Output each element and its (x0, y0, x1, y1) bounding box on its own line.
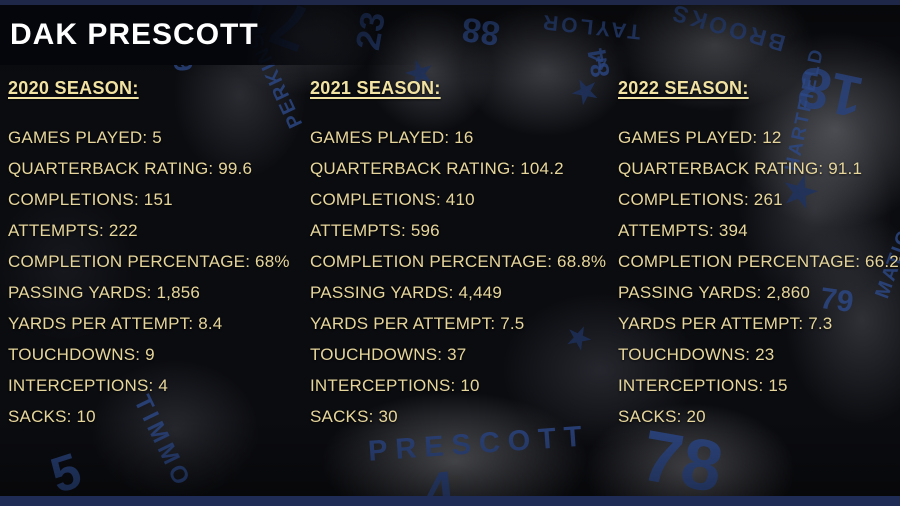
season-stats-2021: GAMES PLAYED: 16 QUARTERBACK RATING: 104… (310, 129, 610, 425)
stat-line: ATTEMPTS: 394 (618, 221, 748, 240)
title-backdrop (0, 5, 420, 65)
stat-line: COMPLETIONS: 151 (8, 190, 173, 209)
stat-line: QUARTERBACK RATING: 91.1 (618, 159, 863, 178)
stat-line: PASSING YARDS: 1,856 (8, 283, 201, 302)
stat-line: TOUCHDOWNS: 9 (8, 345, 155, 364)
stat-line: COMPLETION PERCENTAGE: 68% (8, 252, 290, 271)
stat-line: ATTEMPTS: 222 (8, 221, 138, 240)
stat-line: COMPLETION PERCENTAGE: 68.8% (310, 252, 607, 271)
stat-line: QUARTERBACK RATING: 99.6 (8, 159, 253, 178)
stat-line: SACKS: 30 (310, 407, 398, 426)
top-frame-strip (0, 0, 900, 5)
stat-line: INTERCEPTIONS: 15 (618, 376, 788, 395)
page-title: DAK PRESCOTT (10, 18, 259, 51)
season-heading-2022: 2022 SEASON: (618, 78, 749, 98)
season-column-2020: 2020 SEASON: GAMES PLAYED: 5 QUARTERBACK… (8, 78, 308, 439)
season-column-2021: 2021 SEASON: GAMES PLAYED: 16 QUARTERBAC… (310, 78, 610, 439)
stat-line: INTERCEPTIONS: 4 (8, 376, 169, 395)
stat-line: TOUCHDOWNS: 23 (618, 345, 775, 364)
stat-line: YARDS PER ATTEMPT: 8.4 (8, 314, 223, 333)
bottom-frame-strip (0, 496, 900, 506)
season-column-2022: 2022 SEASON: GAMES PLAYED: 12 QUARTERBAC… (618, 78, 900, 439)
stat-line: GAMES PLAYED: 12 (618, 128, 782, 147)
stat-line: ATTEMPTS: 596 (310, 221, 440, 240)
season-heading-2021: 2021 SEASON: (310, 78, 441, 98)
stat-line: YARDS PER ATTEMPT: 7.5 (310, 314, 525, 333)
stat-line: COMPLETIONS: 410 (310, 190, 475, 209)
season-stats-2022: GAMES PLAYED: 12 QUARTERBACK RATING: 91.… (618, 129, 900, 425)
stat-line: SACKS: 10 (8, 407, 96, 426)
stat-line: PASSING YARDS: 4,449 (310, 283, 503, 302)
stat-line: PASSING YARDS: 2,860 (618, 283, 811, 302)
stat-line: TOUCHDOWNS: 37 (310, 345, 467, 364)
stat-line: GAMES PLAYED: 5 (8, 128, 162, 147)
stat-line: SACKS: 20 (618, 407, 706, 426)
season-stats-2020: GAMES PLAYED: 5 QUARTERBACK RATING: 99.6… (8, 129, 308, 425)
stat-line: INTERCEPTIONS: 10 (310, 376, 480, 395)
stat-line: COMPLETION PERCENTAGE: 66.2% (618, 252, 900, 271)
stat-line: COMPLETIONS: 261 (618, 190, 783, 209)
stat-line: GAMES PLAYED: 16 (310, 128, 474, 147)
season-heading-2020: 2020 SEASON: (8, 78, 139, 98)
stat-line: YARDS PER ATTEMPT: 7.3 (618, 314, 833, 333)
stat-line: QUARTERBACK RATING: 104.2 (310, 159, 564, 178)
